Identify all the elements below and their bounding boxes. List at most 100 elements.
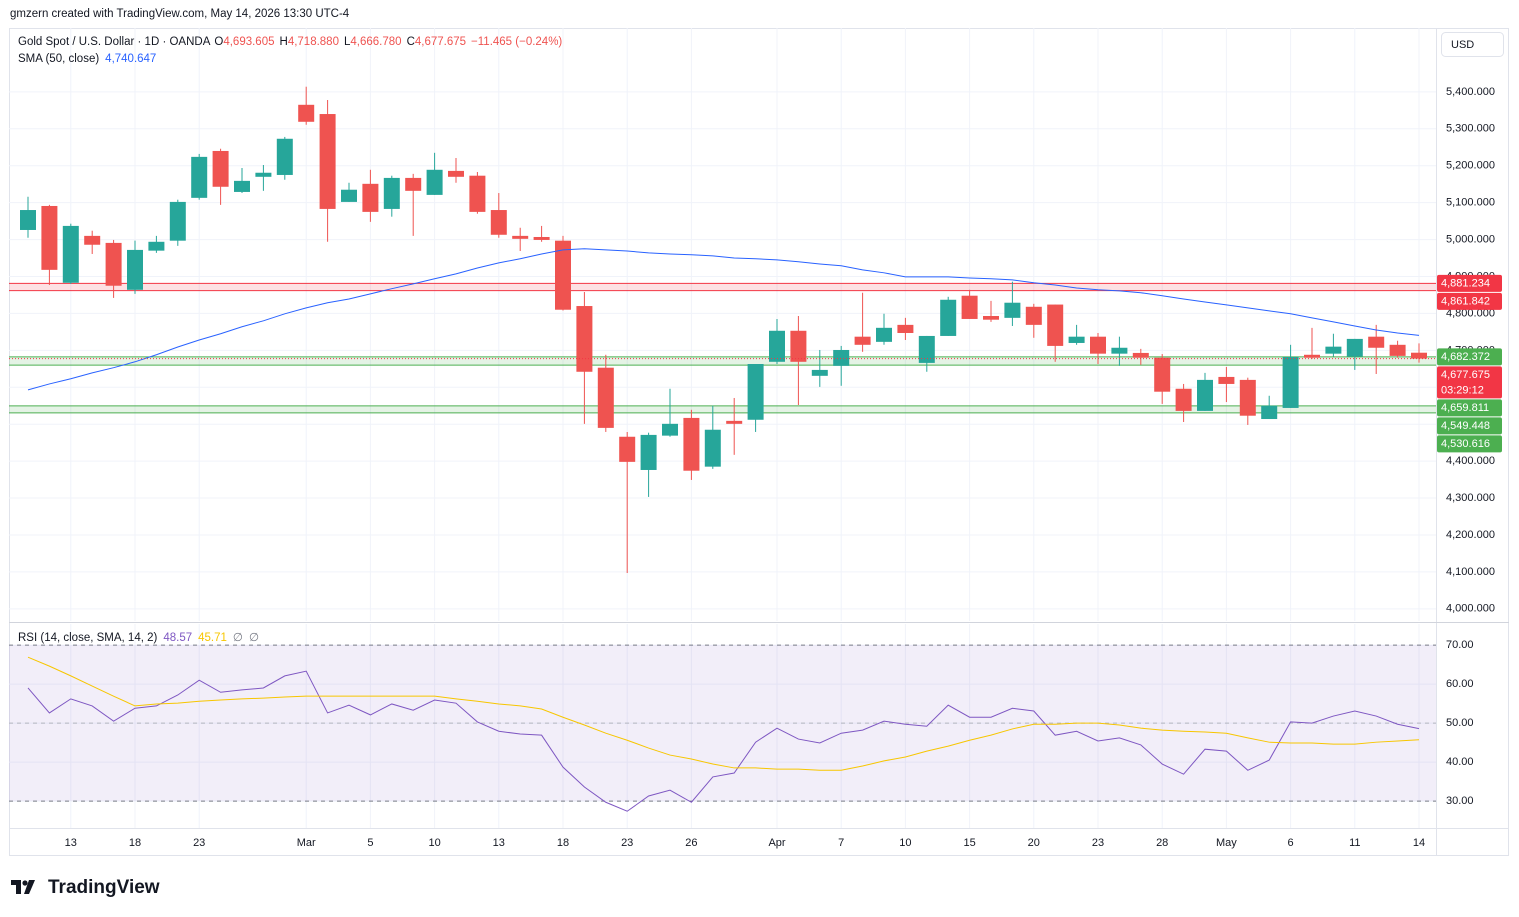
- candle-body: [191, 156, 208, 198]
- candle-body: [683, 417, 700, 471]
- rsi-extra: ∅: [233, 632, 243, 644]
- candle-body: [319, 114, 336, 209]
- rsi-line: [27, 670, 1420, 812]
- price-label: 4,677.675: [1441, 369, 1490, 381]
- axes: 13 18 23 Mar 5 10 13 18 23 26 Apr 7 10 15 20 23 28 May 6 11…: [65, 86, 1502, 849]
- rsi-title: RSI (14, close, SMA, 14, 2): [18, 632, 158, 644]
- candle-body: [405, 177, 422, 191]
- countdown: 03:29:12: [1441, 384, 1484, 396]
- price-label-bg: [1437, 399, 1502, 417]
- legend: Gold Spot / U.S. Dollar · 1D · OANDA O 4,6…: [18, 36, 562, 644]
- price-label: 4,659.811: [1441, 402, 1489, 414]
- y-tick-label: 4,400.000: [1446, 455, 1495, 467]
- x-tick-label: 10: [899, 837, 911, 849]
- candle-body: [1346, 338, 1363, 357]
- rsi-line: [27, 656, 1420, 771]
- sma-value: 4,740.647: [105, 53, 156, 65]
- candle-body: [448, 170, 464, 177]
- candle-body: [1368, 336, 1385, 348]
- candle-body: [833, 349, 850, 366]
- ohlc-value: 4,718.880: [288, 36, 339, 48]
- candle-body: [276, 138, 293, 175]
- candle-body: [148, 241, 165, 251]
- rsi-value: 45.71: [198, 632, 227, 644]
- x-tick-label: 18: [129, 837, 141, 849]
- ohlc-key: L: [344, 36, 351, 48]
- candle-body: [576, 306, 593, 372]
- candle-body: [1111, 347, 1128, 354]
- y-tick-label: 5,200.000: [1446, 160, 1495, 172]
- candle-body: [512, 235, 529, 239]
- level-zone: [9, 356, 1436, 366]
- price-label-bg: [1437, 435, 1502, 453]
- candle-body: [1239, 379, 1256, 416]
- candle-body: [469, 175, 486, 212]
- price-title: Gold Spot / U.S. Dollar · 1D · OANDA: [18, 36, 211, 48]
- price-label: 4,881.234: [1441, 277, 1490, 289]
- candle-body: [961, 295, 978, 319]
- currency[interactable]: USD: [1451, 39, 1474, 51]
- level-zone: [9, 283, 1436, 291]
- x-tick-label: 10: [428, 837, 440, 849]
- logo-text: TradingView: [48, 877, 160, 898]
- candle-body: [341, 189, 357, 202]
- ohlc-value: 4,677.675: [415, 36, 466, 48]
- sma-name: SMA (50, close): [18, 53, 99, 65]
- candle-body: [1154, 357, 1171, 392]
- candle-body: [897, 324, 914, 333]
- rsi-tick-label: 70.00: [1446, 639, 1474, 651]
- currency-box[interactable]: [1441, 32, 1504, 57]
- candle-body: [1197, 379, 1213, 411]
- y-tick-label: 4,300.000: [1446, 492, 1495, 504]
- candle-body: [1025, 306, 1042, 325]
- candle-body: [255, 172, 272, 177]
- price-label-bg: [1437, 348, 1502, 366]
- y-tick-label: 5,100.000: [1446, 197, 1495, 209]
- candle-body: [1261, 405, 1278, 420]
- price-label: 4,861.842: [1441, 295, 1490, 307]
- candle-body: [747, 364, 764, 420]
- candle-body: [1132, 352, 1149, 358]
- candle-body: [619, 436, 636, 462]
- candle-body: [876, 327, 892, 342]
- candle-body: [1175, 388, 1192, 411]
- candle-body: [1282, 356, 1299, 408]
- candle-body: [41, 205, 58, 270]
- x-tick-label: May: [1216, 837, 1237, 849]
- candle-body: [1304, 354, 1320, 358]
- rsi-extra: ∅: [249, 632, 259, 644]
- y-tick-label: 5,000.000: [1446, 233, 1495, 245]
- ohlc-key: C: [407, 36, 415, 48]
- change: −11.465 (−0.24%): [471, 36, 562, 48]
- x-tick-label: 5: [367, 837, 373, 849]
- candle-body: [790, 330, 807, 362]
- candle-body: [62, 225, 79, 283]
- candle-body: [383, 177, 400, 209]
- candle-body: [490, 210, 507, 235]
- x-tick-label: 6: [1288, 837, 1294, 849]
- candle-body: [212, 150, 229, 187]
- price-label: 4,530.616: [1441, 438, 1490, 450]
- y-tick-label: 5,400.000: [1446, 86, 1495, 98]
- x-tick-label: 23: [1092, 837, 1104, 849]
- candle-body: [105, 242, 122, 286]
- x-tick-label: 15: [963, 837, 975, 849]
- candle-body: [1068, 336, 1085, 343]
- x-tick-label: 14: [1413, 837, 1425, 849]
- candle-body: [298, 104, 315, 122]
- candle-body: [1004, 302, 1021, 318]
- price-label: 4,549.448: [1441, 420, 1490, 432]
- rsi-tick-label: 30.00: [1446, 795, 1474, 807]
- price-label-bg: [1437, 366, 1502, 399]
- rsi-tick-label: 50.00: [1446, 717, 1474, 729]
- candle-body: [234, 180, 250, 192]
- candle-body: [769, 330, 785, 362]
- price-label-bg: [1437, 417, 1502, 435]
- x-tick-label: Apr: [768, 837, 785, 849]
- x-tick-label: 7: [838, 837, 844, 849]
- ohlc-value: 4,666.780: [350, 36, 401, 48]
- y-tick-label: 4,100.000: [1446, 566, 1495, 578]
- logo-icon: [11, 880, 35, 894]
- ohlc-key: H: [280, 36, 288, 48]
